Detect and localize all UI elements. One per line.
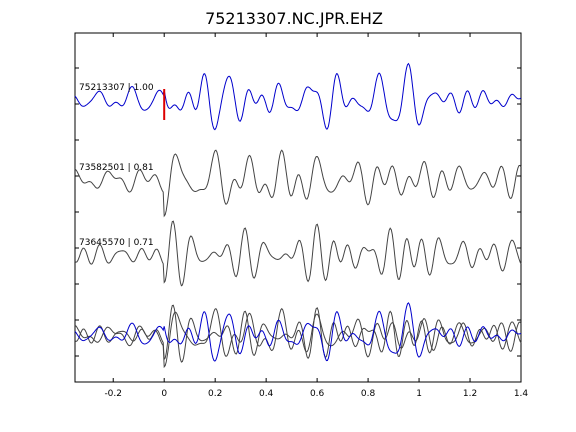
overlay-line xyxy=(74,307,522,369)
x-tick-label: 0.4 xyxy=(259,389,274,399)
trace-labels: 75213307 | 1.00 73582501 | 0.81 73645570 |… xyxy=(79,83,154,248)
overlay-line xyxy=(74,302,522,362)
traces xyxy=(74,62,522,287)
x-tick-label: 1 xyxy=(416,389,422,399)
x-tick-label: 0.6 xyxy=(310,389,325,399)
x-tick-label: 0.2 xyxy=(208,389,222,399)
x-tick-label: 1.4 xyxy=(514,389,529,399)
y-ticks xyxy=(75,67,521,357)
x-tick-label: 1.2 xyxy=(463,389,477,399)
trace-line xyxy=(74,62,522,131)
plot-frame xyxy=(74,32,522,383)
trace-line xyxy=(74,149,522,218)
trace-line xyxy=(74,220,522,287)
overlay-line xyxy=(74,304,522,363)
x-tick-label: -0.2 xyxy=(104,389,122,399)
x-axis: -0.2 0 0.2 0.4 0.6 0.8 1 1.2 1.4 xyxy=(104,33,528,399)
x-tick-label: 0 xyxy=(161,389,167,399)
chart-title: 75213307.NC.JPR.EHZ xyxy=(205,9,383,28)
overlay-traces xyxy=(74,302,522,369)
x-tick-label: 0.8 xyxy=(361,389,376,399)
trace-label: 75213307 | 1.00 xyxy=(79,83,154,93)
trace-label: 73645570 | 0.71 xyxy=(79,238,154,248)
trace-label: 73582501 | 0.81 xyxy=(79,163,154,173)
